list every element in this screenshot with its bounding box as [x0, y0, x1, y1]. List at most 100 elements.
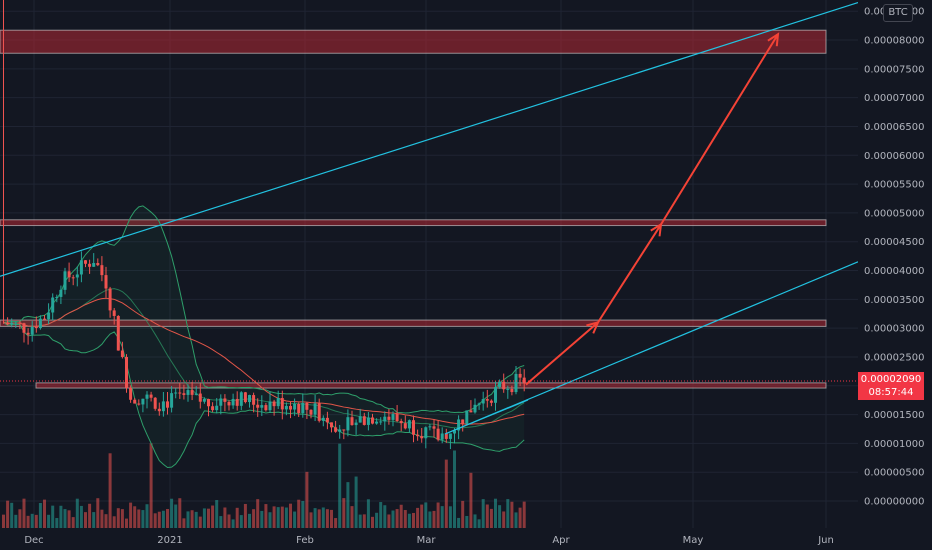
candle-body [453, 430, 456, 434]
volume-bar [30, 513, 34, 528]
volume-bar [63, 509, 67, 528]
volume-bar [14, 514, 18, 528]
arrow-segment [525, 321, 599, 386]
candle-body [477, 403, 481, 405]
price-label: 0.00001500 [864, 410, 924, 421]
volume-bar [47, 514, 51, 528]
candle-body [30, 326, 34, 335]
candle-body [248, 395, 251, 403]
candle-body [321, 417, 325, 421]
candle-body [166, 401, 169, 408]
candle-body [6, 322, 10, 325]
price-label: 0.00004000 [864, 266, 924, 277]
candle-body [293, 404, 297, 410]
volume-bar [514, 512, 518, 528]
candle-body [465, 410, 469, 424]
band-basis-line [3, 288, 525, 429]
volume-bar [6, 500, 10, 528]
volume-bar [235, 507, 239, 528]
candle-body [63, 271, 67, 290]
candle-body [116, 315, 120, 351]
date-label: Feb [296, 535, 314, 546]
date-label: Apr [552, 535, 570, 546]
volume-bar [346, 482, 350, 528]
candle-body [375, 421, 379, 424]
candle-body [440, 433, 444, 440]
candle-body [120, 350, 124, 357]
volume-bar [211, 505, 215, 528]
volume-bar [444, 459, 448, 528]
candle-body [494, 387, 497, 403]
price-label: 0.00008000 [864, 36, 924, 47]
last-price-value: 0.00002090 [860, 374, 922, 385]
candle-body [67, 271, 71, 278]
volume-bar [79, 505, 83, 528]
arrow-segment [597, 223, 662, 323]
volume-bar [231, 519, 235, 528]
volume-bar [387, 514, 391, 528]
volume-bar [153, 513, 157, 528]
candle-body [506, 388, 510, 390]
candle-body [34, 326, 38, 329]
candle-body [178, 392, 182, 394]
price-label: 0.00004500 [864, 237, 924, 248]
resistance-zone [0, 29, 827, 54]
date-label: Jun [817, 535, 834, 546]
candle-body [219, 398, 223, 406]
candle-body [186, 390, 190, 395]
candle-body [235, 398, 239, 406]
candle-body [395, 414, 399, 422]
candle-body [342, 429, 346, 431]
volume-bar [268, 512, 272, 528]
volume-bar [502, 511, 506, 528]
candle-body [18, 322, 22, 324]
volume-bar [399, 504, 403, 528]
volume-bar [96, 498, 100, 528]
volume-bar [366, 499, 370, 528]
candle-body [190, 390, 194, 395]
candle-body [334, 427, 338, 432]
candle-body [289, 405, 292, 410]
volume-bar [215, 500, 219, 528]
currency-badge[interactable]: BTC [883, 4, 913, 22]
volume-bar [239, 515, 243, 528]
volume-bar [223, 507, 227, 528]
volume-bar [182, 518, 186, 528]
volume-bar [424, 502, 428, 528]
volume-bar [161, 510, 165, 528]
volume-bar [518, 507, 522, 528]
date-label: Dec [24, 535, 43, 546]
candle-body [514, 373, 518, 393]
candle-body [198, 393, 202, 402]
candle-body [125, 356, 128, 388]
bollinger-bands [3, 205, 525, 469]
candle-body [59, 289, 63, 297]
volume-bar [280, 506, 284, 528]
price-label: 0.00001000 [864, 439, 924, 450]
volume-bar [198, 516, 202, 528]
volume-bar [428, 511, 432, 528]
channel-support-line [444, 399, 529, 435]
volume-bar [321, 507, 325, 528]
candle-body [518, 373, 522, 378]
candle-body [268, 401, 272, 411]
volume-bar [260, 510, 264, 528]
volume-bar [510, 501, 514, 528]
price-axis-panel[interactable] [858, 0, 932, 550]
volume-bar [416, 507, 420, 528]
volume-bar [383, 505, 387, 528]
volume-bar [334, 518, 338, 528]
last-price-tag: 0.00002090 08:57:44 [858, 372, 924, 400]
volume-bar [289, 503, 292, 528]
candle-body [338, 429, 342, 432]
candle-body [47, 312, 51, 320]
volume-bar [84, 512, 87, 528]
price-label: 0.00002500 [864, 352, 924, 363]
moving-average-line [3, 297, 525, 425]
candle-body [170, 393, 174, 408]
candle-body [358, 416, 362, 423]
volume-bar [219, 516, 223, 528]
volume-bar [407, 513, 411, 528]
volume-bar [469, 472, 473, 528]
